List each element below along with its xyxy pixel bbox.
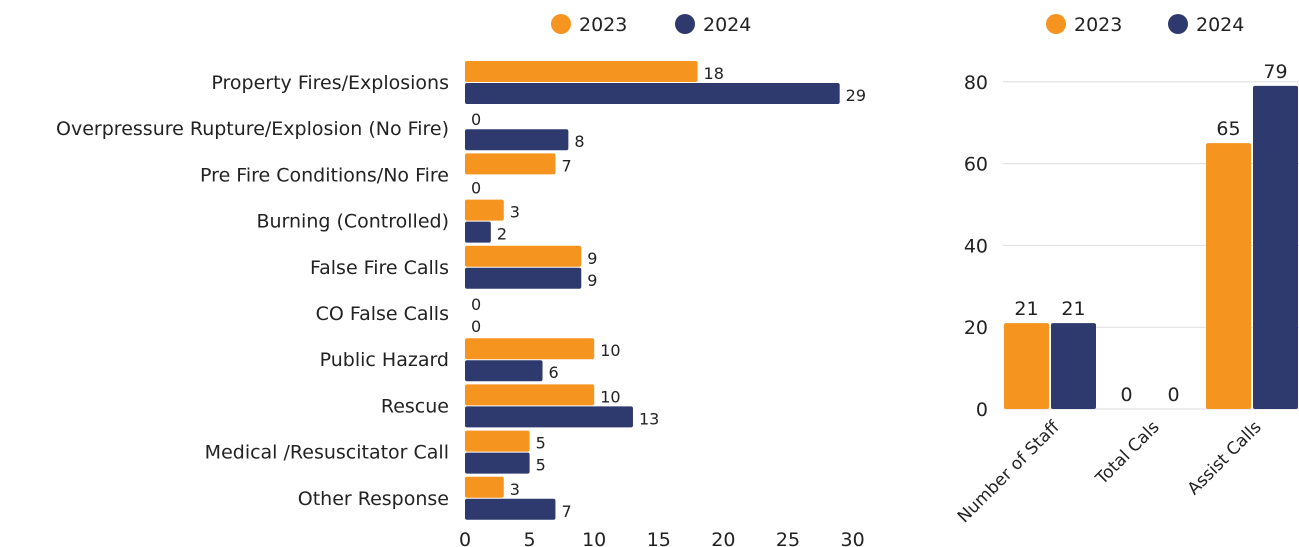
legend-swatch-2024 <box>1168 14 1188 34</box>
bar-2023-number-of-staff <box>1004 323 1049 409</box>
value-label-2024-burning-controlled: 2 <box>497 225 507 244</box>
legend: 2023 2024 <box>551 14 751 36</box>
legend: 2023 2024 <box>1046 14 1244 36</box>
value-label-2024-medical-resuscitator-call: 5 <box>536 456 546 475</box>
value-label-2023-number-of-staff: 21 <box>1014 298 1038 320</box>
x-tick-label-30: 30 <box>841 529 865 547</box>
category-label-burning-controlled: Burning (Controlled) <box>256 211 449 233</box>
x-tick-label-10: 10 <box>582 529 606 547</box>
category-label-overpressure-rupture-explosion-no-fire: Overpressure Rupture/Explosion (No Fire) <box>56 118 449 140</box>
value-label-2024-other-response: 7 <box>561 502 571 521</box>
bar-2024-assist-calls <box>1253 85 1298 409</box>
value-label-2024-property-fires-explosions: 29 <box>846 86 866 105</box>
legend-label-2024: 2024 <box>703 14 751 36</box>
bar-2024-public-hazard <box>465 360 543 382</box>
value-label-2024-public-hazard: 6 <box>549 363 559 382</box>
category-label-co-false-calls: CO False Calls <box>316 303 449 325</box>
category-label-public-hazard: Public Hazard <box>320 349 449 371</box>
value-label-2024-overpressure-rupture-explosion-no-fire: 8 <box>574 132 584 151</box>
x-tick-label-15: 15 <box>647 529 671 547</box>
y-tick-label-80: 80 <box>964 72 988 94</box>
value-label-2023-assist-calls: 65 <box>1216 118 1240 140</box>
bar-2024-overpressure-rupture-explosion-no-fire <box>465 129 569 151</box>
x-tick-label-5: 5 <box>524 529 536 547</box>
category-label-property-fires-explosions: Property Fires/Explosions <box>211 72 449 94</box>
legend-swatch-2023 <box>1046 14 1066 34</box>
bar-2023-rescue <box>465 384 595 406</box>
value-label-2024-rescue: 13 <box>639 409 659 428</box>
bar-2024-medical-resuscitator-call <box>465 452 530 474</box>
category-label-rescue: Rescue <box>381 395 449 417</box>
value-label-2024-number-of-staff: 21 <box>1061 298 1085 320</box>
bar-2024-rescue <box>465 406 633 428</box>
bar-2023-false-fire-calls <box>465 245 582 267</box>
value-label-2023-medical-resuscitator-call: 5 <box>536 434 546 453</box>
bar-2024-burning-controlled <box>465 221 491 243</box>
x-tick-label-20: 20 <box>711 529 735 547</box>
category-label-other-response: Other Response <box>298 488 449 510</box>
value-label-2023-overpressure-rupture-explosion-no-fire: 0 <box>471 110 481 129</box>
y-tick-label-0: 0 <box>976 399 988 421</box>
value-label-2023-burning-controlled: 3 <box>510 203 520 222</box>
value-label-2024-pre-fire-conditions-no-fire: 0 <box>471 178 481 197</box>
y-tick-label-20: 20 <box>964 317 988 339</box>
legend-label-2023: 2023 <box>579 14 627 36</box>
bar-2023-burning-controlled <box>465 199 504 221</box>
bar-2024-property-fires-explosions <box>465 83 840 104</box>
value-label-2023-other-response: 3 <box>510 480 520 499</box>
category-label-assist-calls: Assist Calls <box>1184 417 1266 499</box>
bar-2023-property-fires-explosions <box>465 61 698 82</box>
legend-label-2023: 2023 <box>1074 14 1122 36</box>
x-tick-label-0: 0 <box>459 529 471 547</box>
value-label-2023-rescue: 10 <box>600 387 620 406</box>
plot-area: Property Fires/Explosions 1829Overpressur… <box>56 61 866 547</box>
value-label-2024-total-cals: 0 <box>1167 384 1179 406</box>
bar-2023-pre-fire-conditions-no-fire <box>465 153 556 175</box>
value-label-2023-co-false-calls: 0 <box>471 295 481 314</box>
value-label-2023-public-hazard: 10 <box>600 341 620 360</box>
bar-2023-medical-resuscitator-call <box>465 430 530 452</box>
bar-2023-public-hazard <box>465 338 595 360</box>
value-label-2024-assist-calls: 79 <box>1263 61 1287 83</box>
legend-swatch-2023 <box>551 14 571 34</box>
category-label-medical-resuscitator-call: Medical /Resuscitator Call <box>205 442 449 464</box>
category-label-total-cals: Total Cals <box>1091 417 1163 489</box>
legend-swatch-2024 <box>675 14 695 34</box>
category-label-pre-fire-conditions-no-fire: Pre Fire Conditions/No Fire <box>200 164 449 186</box>
value-label-2023-property-fires-explosions: 18 <box>704 64 724 83</box>
category-label-number-of-staff: Number of Staff <box>954 416 1065 527</box>
y-tick-label-60: 60 <box>964 154 988 176</box>
x-tick-label-25: 25 <box>776 529 800 547</box>
value-label-2023-pre-fire-conditions-no-fire: 7 <box>561 156 571 175</box>
category-label-false-fire-calls: False Fire Calls <box>310 257 449 279</box>
value-label-2024-false-fire-calls: 9 <box>587 271 597 290</box>
incident-types-bar-chart: 2023 2024 Property Fires/Explosions 1829O… <box>56 14 866 547</box>
bar-2023-other-response <box>465 476 504 498</box>
legend-label-2024: 2024 <box>1196 14 1244 36</box>
y-tick-label-40: 40 <box>964 235 988 257</box>
value-label-2023-false-fire-calls: 9 <box>587 249 597 268</box>
bar-2024-false-fire-calls <box>465 267 582 289</box>
bar-2024-number-of-staff <box>1051 323 1096 409</box>
bar-2023-assist-calls <box>1206 143 1251 409</box>
value-label-2024-co-false-calls: 0 <box>471 317 481 336</box>
value-label-2023-total-cals: 0 <box>1120 384 1132 406</box>
bar-2024-other-response <box>465 498 556 520</box>
